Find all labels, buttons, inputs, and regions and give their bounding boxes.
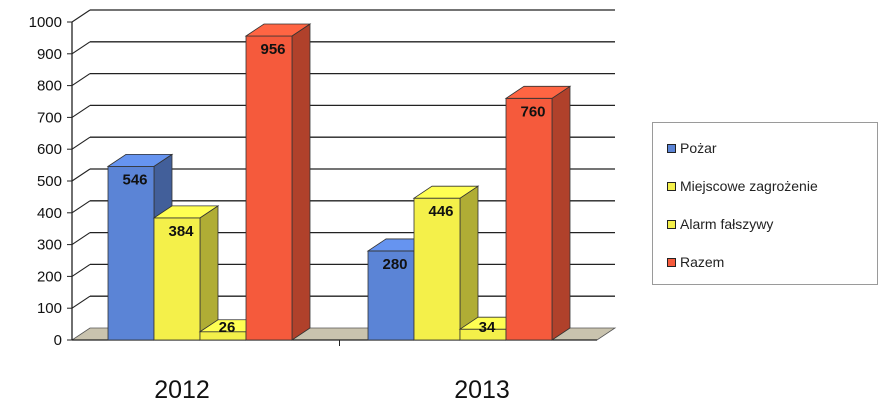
legend-swatch [667,143,676,153]
y-tick-label: 800 [37,78,62,95]
legend-swatch [667,181,676,191]
gridline-side [71,9,91,23]
category-label: 2013 [454,376,510,404]
legend-item-miejscowe-zagrozenie: Miejscowe zagrożenie [667,178,818,194]
y-tick-label: 700 [37,109,62,126]
y-tick-label: 300 [37,237,62,254]
bars [106,23,572,341]
bar [107,165,155,341]
bar-side [199,205,219,341]
data-label: 546 [122,171,147,188]
category-label: 2012 [154,376,210,404]
gridline-side [71,263,91,277]
category-labels: 2012 2013 [154,376,510,404]
y-tick-label: 400 [37,205,62,222]
data-label: 280 [382,256,407,273]
legend-label: Alarm fałszywy [680,216,774,232]
data-label: 956 [260,41,285,58]
bar [505,97,553,341]
gridline-side [71,168,91,182]
data-label: 384 [168,223,194,240]
data-label: 760 [520,103,545,120]
bar [245,35,293,341]
y-tick-label: 500 [37,173,62,190]
gridline-side [71,232,91,246]
bar-side [459,185,479,341]
y-axis: 0 100 200 300 400 500 600 700 800 900 1000 [29,14,73,349]
bar-top [152,205,220,219]
legend-swatch [667,257,676,267]
legend-item-alarm-falszywy: Alarm fałszywy [667,216,773,232]
legend-label: Miejscowe zagrożenie [680,178,818,194]
bar-side [291,23,311,341]
gridline-side [71,295,91,309]
data-labels: 546 384 26 956 280 446 34 760 [122,41,545,336]
bar-top [244,23,312,37]
bar [367,250,415,341]
y-tick-label: 200 [37,268,62,285]
y-tick-label: 0 [54,332,62,349]
bar [153,217,201,341]
bar-side [551,85,571,341]
y-tick-label: 900 [37,46,62,63]
gridline-side [71,104,91,118]
bar [413,197,461,341]
gridline-side [71,73,91,87]
legend-swatch [667,219,676,229]
bar-top [504,85,572,99]
legend-item-razem: Razem [667,254,724,270]
legend-item-pozar: Pożar [667,140,717,156]
legend-label: Pożar [680,140,717,156]
y-tick-label: 1000 [29,14,62,31]
legend-label: Razem [680,254,725,270]
data-label: 26 [219,319,236,336]
data-label: 34 [479,319,496,336]
y-tick-label: 100 [37,300,62,317]
bar-top [106,153,174,167]
gridline-side [71,200,91,214]
y-tick-label: 600 [37,141,62,158]
gridline-side [71,41,91,55]
bar-top [412,185,480,199]
legend: Pożar Miejscowe zagrożenie Alarm fałszyw… [652,122,878,285]
gridline-side [71,136,91,150]
data-label: 446 [428,203,453,220]
